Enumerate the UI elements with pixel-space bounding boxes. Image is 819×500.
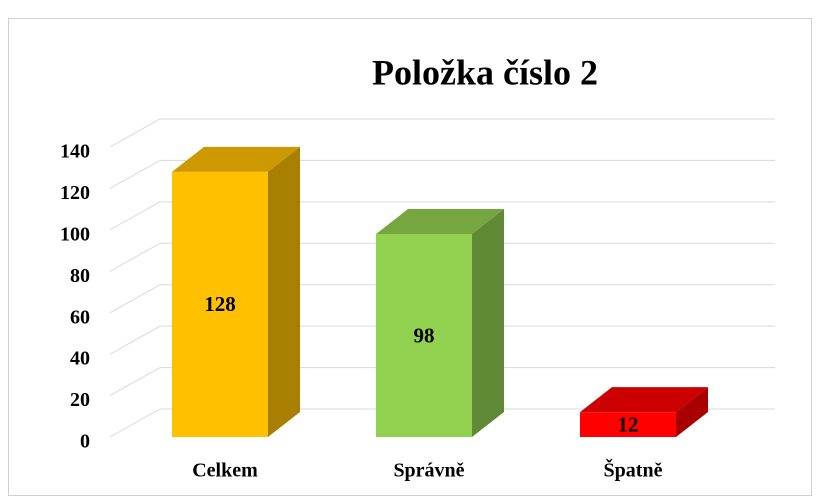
data-label: 128 <box>204 292 236 316</box>
y-tick-label: 60 <box>70 306 90 328</box>
grid-line <box>109 284 161 314</box>
y-tick-label: 80 <box>70 265 90 287</box>
bar-side <box>676 387 708 437</box>
grid-line <box>109 325 161 355</box>
bar-side <box>268 146 300 437</box>
y-tick-label: 120 <box>60 182 90 204</box>
x-tick-label: Špatně <box>604 458 663 482</box>
bar <box>172 171 268 437</box>
y-tick-label: 40 <box>70 348 90 370</box>
bar <box>376 234 472 437</box>
y-tick-label: 140 <box>60 141 90 163</box>
grid-line <box>109 201 161 231</box>
grid-line <box>109 242 161 272</box>
chart-title: Položka číslo 2 <box>372 52 598 92</box>
bar <box>580 412 676 437</box>
data-label: 12 <box>618 412 639 436</box>
y-tick-label: 0 <box>80 431 90 453</box>
bar-top <box>580 387 708 413</box>
grid-line <box>109 367 161 397</box>
bar-side <box>472 209 504 437</box>
grid-line <box>109 408 161 438</box>
y-tick-label: 100 <box>60 223 90 245</box>
grid-line <box>109 159 161 189</box>
bar-top <box>172 146 300 172</box>
grid-line <box>109 118 161 148</box>
bar-top <box>376 209 504 234</box>
x-tick-label: Celkem <box>192 460 258 482</box>
x-tick-label: Správně <box>393 460 464 482</box>
y-tick-label: 20 <box>70 389 90 411</box>
data-label: 98 <box>414 323 435 347</box>
